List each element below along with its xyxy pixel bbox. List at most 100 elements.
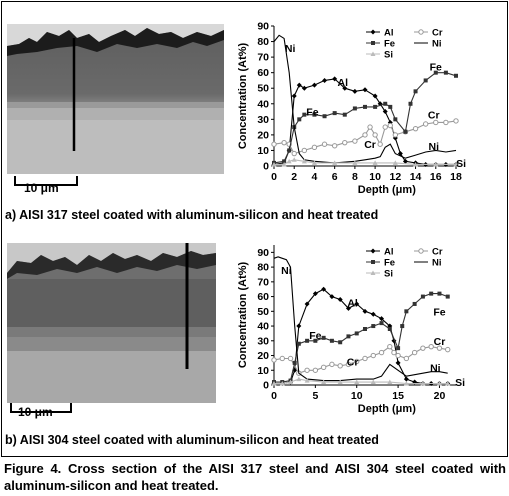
chartb-point-cr bbox=[304, 367, 310, 373]
chartb-point-fe bbox=[313, 338, 318, 343]
chartb-point-fe bbox=[412, 301, 417, 306]
chartb-y-tick-label: 80 bbox=[257, 262, 269, 274]
chartb-legend-marker bbox=[370, 270, 376, 275]
chartb-point-al bbox=[337, 297, 343, 303]
charta-x-tick-label: 14 bbox=[410, 171, 422, 183]
charta-annotation: Fe bbox=[430, 61, 442, 73]
chartb-point-fe bbox=[292, 360, 297, 365]
chartb-point-fe bbox=[387, 327, 392, 331]
charta-point-cr bbox=[291, 150, 297, 157]
scale-bar-a bbox=[14, 176, 78, 186]
charta-point-cr bbox=[453, 118, 459, 124]
charta-x-tick-label: 2 bbox=[291, 171, 297, 183]
charta-x-tick-label: 10 bbox=[369, 171, 381, 183]
charta-point-cr bbox=[301, 147, 308, 154]
charta-y-tick-label: 80 bbox=[257, 36, 269, 48]
chartb-point-al bbox=[403, 376, 409, 382]
charta-point-fe bbox=[413, 89, 418, 94]
charta-annotation: Fe bbox=[306, 107, 318, 119]
charta-point-fe bbox=[342, 112, 347, 117]
chartb-legend-label: Al bbox=[384, 247, 394, 258]
chartb-series-fe bbox=[272, 291, 450, 385]
chartb-point-fe bbox=[329, 338, 334, 343]
chartb-point-cr bbox=[370, 352, 376, 359]
chartb-point-al bbox=[312, 291, 318, 297]
charta-y-tick-label: 0 bbox=[263, 161, 269, 173]
chartb-legend-label: Si bbox=[384, 269, 393, 280]
chartb-point-si bbox=[403, 381, 409, 386]
chartb-annotation: Ni bbox=[430, 362, 441, 374]
chartb-point-al bbox=[321, 286, 327, 292]
chartb-point-al bbox=[329, 294, 335, 300]
charta-series-cr bbox=[271, 118, 459, 157]
chartb-point-cr bbox=[345, 361, 352, 368]
charta-x-tick-label: 18 bbox=[450, 171, 462, 183]
chartb-point-si bbox=[296, 376, 302, 382]
charta-point-si bbox=[413, 161, 419, 167]
charta-series-ni bbox=[273, 34, 457, 164]
chartb-annotation: Cr bbox=[434, 336, 446, 348]
chartb-line-al bbox=[274, 288, 448, 385]
charta-point-fe bbox=[423, 78, 428, 83]
charta-legend-marker bbox=[370, 29, 376, 35]
charta-point-si bbox=[372, 160, 378, 165]
chartb-point-al bbox=[379, 316, 385, 322]
chartb-point-si bbox=[387, 379, 393, 385]
chartb-point-al bbox=[395, 360, 401, 366]
charta-y-label: Concentration (At%) bbox=[237, 43, 249, 150]
chartb-legend-marker bbox=[370, 248, 376, 254]
chartb-point-cr bbox=[271, 357, 277, 363]
chartb-point-fe bbox=[437, 291, 442, 296]
chartb-point-fe bbox=[396, 346, 401, 351]
scale-label-a: 10 μm bbox=[24, 181, 59, 195]
charta-point-si bbox=[332, 160, 338, 165]
chartb-point-cr bbox=[279, 355, 285, 362]
chartb-x-label: Depth (μm) bbox=[358, 403, 416, 415]
charta-y-tick-label: 70 bbox=[257, 52, 269, 64]
sem-image-a bbox=[7, 24, 224, 174]
chartb-annotation: Fe bbox=[433, 306, 445, 318]
panel-caption-a: a) AISI 317 steel coated with aluminum-s… bbox=[5, 208, 379, 222]
chartb-point-si bbox=[370, 379, 376, 385]
chartb-annotation: Cr bbox=[347, 356, 359, 368]
chartb-point-si bbox=[436, 381, 442, 386]
charta-point-si bbox=[352, 160, 358, 165]
chartb-point-cr bbox=[420, 345, 426, 351]
chartb-point-fe bbox=[400, 324, 405, 329]
chartb-point-si bbox=[321, 379, 327, 385]
chartb-point-cr bbox=[411, 349, 418, 356]
charta-y-tick-label: 40 bbox=[257, 98, 269, 110]
chartb-point-cr bbox=[337, 363, 343, 369]
chartb-x-tick-label: 10 bbox=[351, 390, 363, 402]
charta-point-fe bbox=[352, 106, 357, 111]
charta-y-tick-label: 50 bbox=[257, 83, 269, 95]
chartb-y-tick-label: 40 bbox=[257, 321, 269, 333]
chartb-x-tick-label: 0 bbox=[271, 390, 277, 402]
charta-annotation: Ni bbox=[429, 141, 440, 153]
charta-point-fe bbox=[408, 101, 413, 106]
chartb-point-fe bbox=[296, 341, 301, 346]
chartb-point-cr bbox=[329, 361, 335, 368]
chartb-annotation: Si bbox=[455, 377, 465, 389]
charta-point-fe bbox=[433, 70, 438, 75]
chartb-point-cr bbox=[436, 345, 443, 351]
chartb-y-tick-label: 70 bbox=[257, 276, 269, 288]
charta-point-cr bbox=[311, 144, 318, 151]
chartb-point-fe bbox=[445, 294, 450, 299]
charta-point-si bbox=[392, 160, 398, 165]
charta-point-al bbox=[311, 82, 317, 88]
chartb-point-fe bbox=[354, 331, 359, 336]
charta-point-fe bbox=[373, 104, 378, 109]
chartb-point-fe bbox=[363, 327, 367, 331]
charta-point-al bbox=[362, 87, 368, 93]
charta-point-al bbox=[377, 101, 383, 107]
chartb-point-al bbox=[296, 323, 302, 329]
charta-y-tick-label: 90 bbox=[257, 21, 269, 33]
chartb-point-cr bbox=[362, 355, 368, 362]
charta-series-al bbox=[271, 76, 459, 167]
charta-x-tick-label: 6 bbox=[332, 171, 338, 183]
chartb-point-cr bbox=[403, 355, 410, 362]
chartb-legend-marker bbox=[371, 260, 375, 264]
charta-point-cr bbox=[367, 124, 373, 130]
charta-legend-marker bbox=[370, 51, 376, 56]
